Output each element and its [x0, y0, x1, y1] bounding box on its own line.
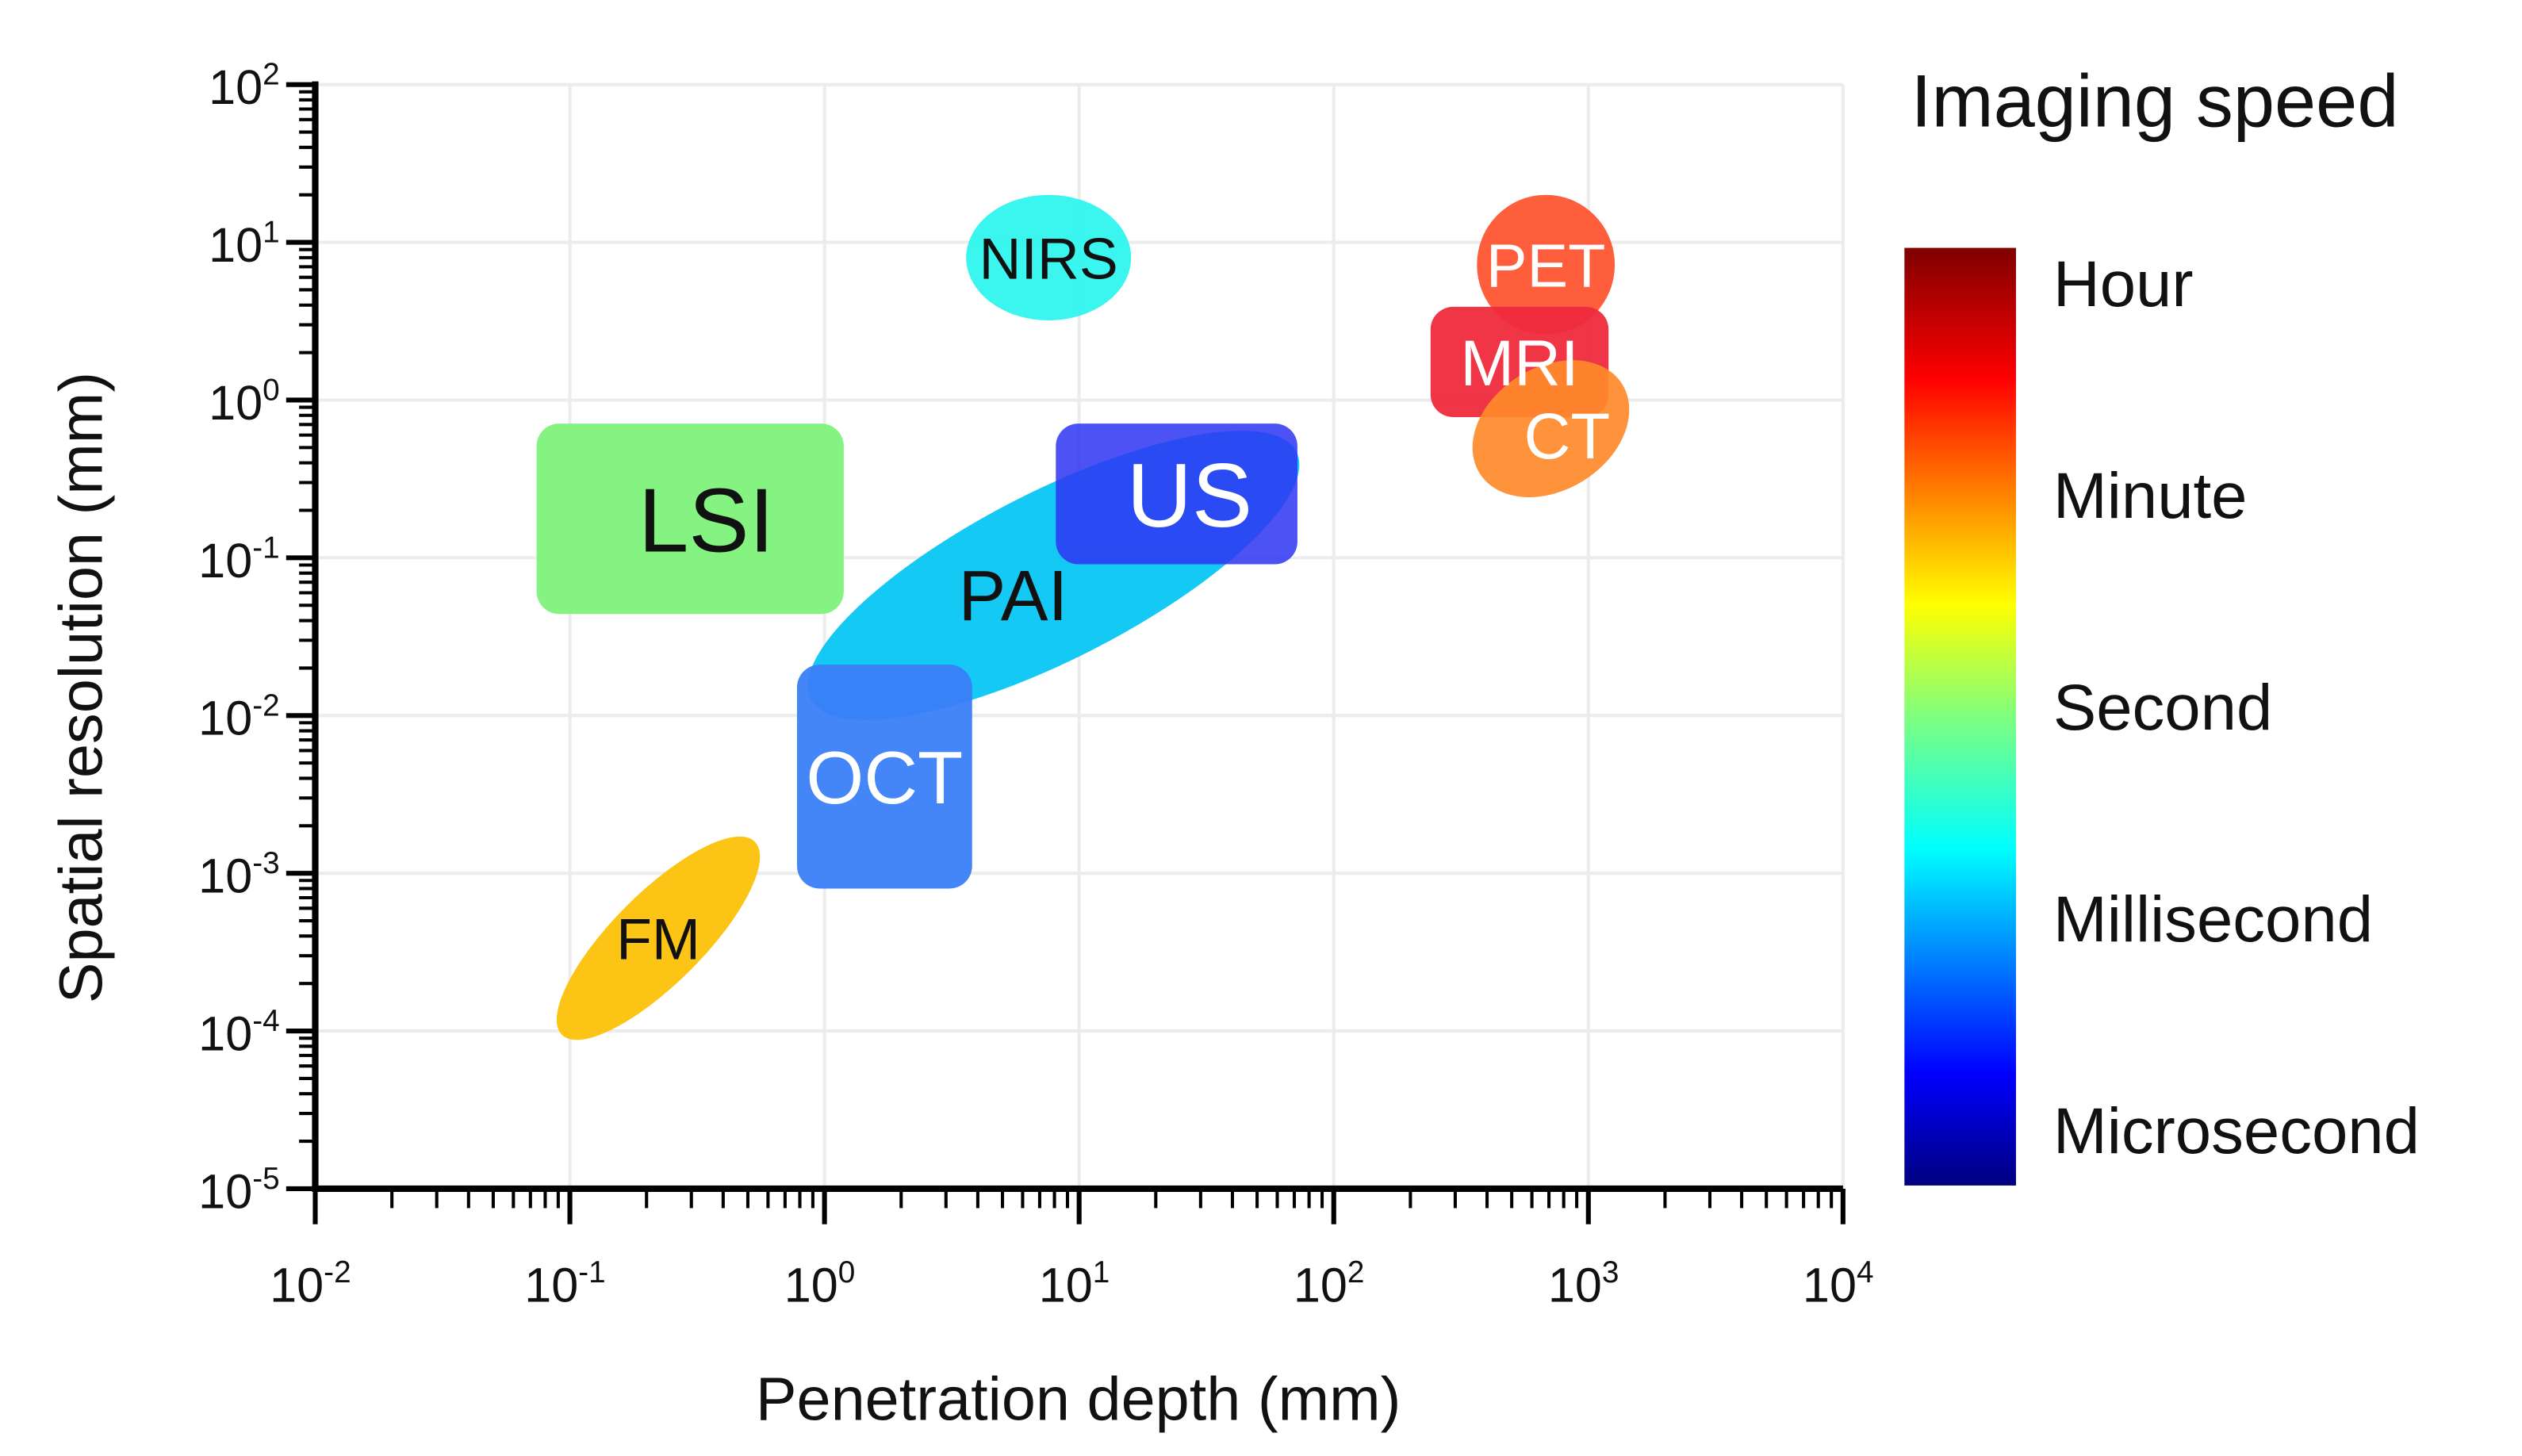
x-tick-label: 102: [1294, 1255, 1365, 1312]
grid: [315, 82, 1845, 1189]
x-tick-label: 100: [784, 1255, 856, 1312]
region-label-ct: CT: [1524, 400, 1611, 473]
colorbar: [1904, 247, 2016, 1186]
x-tick-label: 103: [1548, 1255, 1619, 1312]
y-tick-label: 10-2: [198, 688, 279, 745]
legend-title: Imaging speed: [1911, 59, 2398, 143]
region-fm: [556, 836, 761, 1040]
x-tick-label: 10-1: [524, 1255, 605, 1312]
y-tick-label: 102: [209, 58, 280, 114]
region-nirs: [966, 194, 1132, 321]
region-oct: [796, 665, 972, 889]
y-tick-label: 10-3: [198, 846, 279, 902]
axes: 10-2 10-1 100 101 102 103 104 102 101 100 10-1 10-2…: [198, 58, 1873, 1312]
region-label-us: US: [1127, 446, 1253, 546]
region-label-mri: MRI: [1460, 328, 1578, 400]
legend-label-hour: Hour: [2053, 248, 2194, 320]
colorbar-legend: Imaging speed Hour Minute Second Millisecon…: [1904, 59, 2420, 1186]
y-tick-label: 10-5: [198, 1162, 279, 1218]
region-label-oct: OCT: [806, 736, 963, 819]
legend-label-second: Second: [2053, 672, 2272, 744]
region-label-nirs: NIRS: [979, 226, 1118, 291]
legend-label-microsecond: Microsecond: [2053, 1095, 2420, 1167]
y-tick-label: 100: [209, 373, 280, 429]
region-pet: [1477, 194, 1616, 335]
y-tick-label: 101: [209, 216, 280, 272]
x-axis-title: Penetration depth (mm): [756, 1365, 1401, 1433]
y-axis-title: Spatial resolution (mm): [47, 372, 115, 1003]
y-tick-label: 10-1: [198, 531, 279, 587]
region-ct: [1472, 360, 1630, 497]
region-lsi: [536, 423, 844, 615]
legend-label-millisecond: Millisecond: [2053, 883, 2373, 956]
region-label-fm: FM: [616, 907, 700, 972]
legend-label-minute: Minute: [2053, 460, 2248, 532]
x-tick-label: 10-2: [270, 1255, 351, 1312]
region-us: [1056, 423, 1297, 565]
region-label-lsi: LSI: [638, 470, 774, 571]
x-tick-label: 104: [1803, 1255, 1874, 1312]
region-label-pai: PAI: [959, 557, 1068, 636]
y-tick-label: 10-4: [198, 1004, 279, 1060]
x-tick-label: 101: [1039, 1255, 1110, 1312]
region-label-pet: PET: [1486, 232, 1606, 301]
